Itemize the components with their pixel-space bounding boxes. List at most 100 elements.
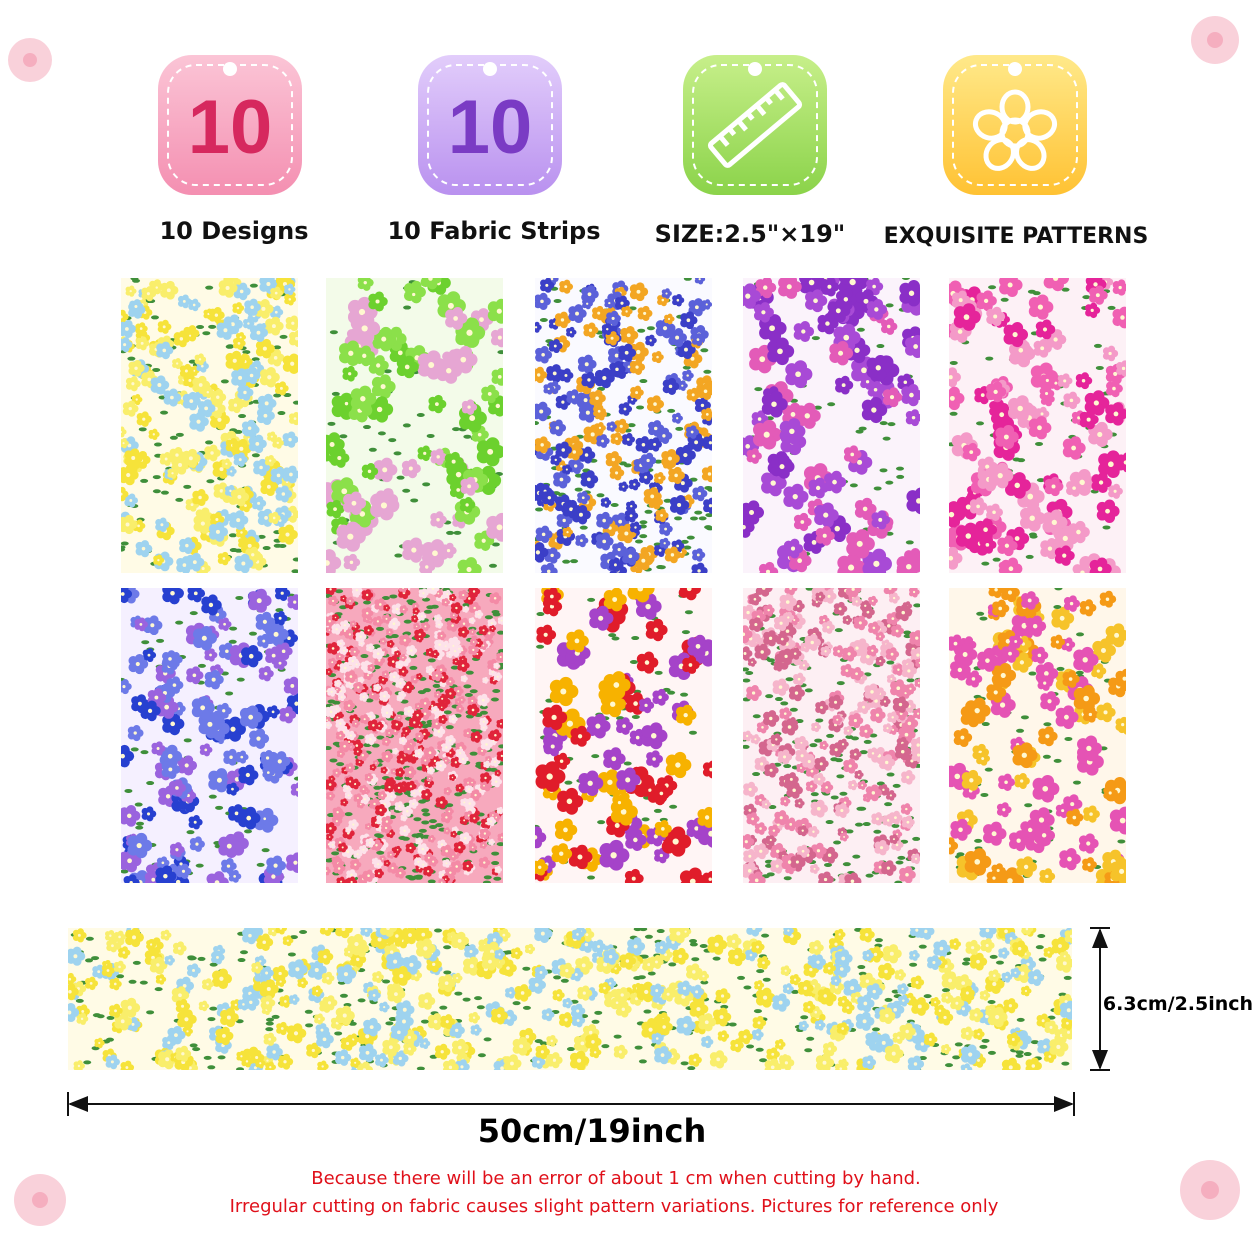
petal <box>224 490 231 496</box>
flower-center <box>745 444 751 449</box>
leaf <box>1027 289 1036 294</box>
petal <box>1010 348 1021 360</box>
flower-center <box>217 417 222 422</box>
flower-center <box>121 753 125 759</box>
leaf <box>130 747 139 752</box>
flower-center <box>290 361 295 366</box>
petal <box>949 377 958 388</box>
petal <box>548 345 556 352</box>
petal <box>873 381 882 390</box>
leaf <box>377 431 386 436</box>
petal <box>187 592 196 601</box>
petal <box>860 380 868 389</box>
leaf <box>553 299 562 304</box>
flower-center <box>580 539 583 542</box>
flower-center <box>786 284 792 290</box>
flower-center <box>546 569 551 573</box>
flower-center <box>676 417 679 420</box>
petal <box>639 476 646 484</box>
leaf <box>700 348 709 353</box>
petal <box>247 529 257 539</box>
petal <box>577 362 587 372</box>
petal <box>494 395 503 406</box>
petal <box>778 454 790 466</box>
badge-number: 10 <box>188 85 273 170</box>
petal <box>668 474 677 483</box>
petal <box>485 437 500 451</box>
petal <box>203 399 212 408</box>
petal <box>261 338 272 348</box>
petal <box>129 305 137 313</box>
petal <box>663 522 671 529</box>
petal <box>986 511 995 520</box>
petal <box>571 389 579 397</box>
petal <box>899 291 912 304</box>
petal <box>842 323 856 337</box>
flower-center <box>236 306 240 310</box>
petal <box>581 378 590 387</box>
petal <box>560 441 569 450</box>
flower-center <box>1014 536 1020 541</box>
leaf <box>292 400 298 405</box>
petal <box>375 396 389 409</box>
flower-center <box>189 334 192 337</box>
petal <box>1045 338 1056 348</box>
flower-center <box>838 350 844 356</box>
petal <box>949 330 961 341</box>
flower-center <box>121 492 123 496</box>
petal <box>1053 536 1066 549</box>
leaf <box>856 327 865 332</box>
flower-center <box>584 362 589 367</box>
flower-center <box>908 290 915 296</box>
petal <box>608 563 616 571</box>
petal <box>174 446 183 455</box>
petal <box>375 355 385 365</box>
petal <box>640 436 649 445</box>
leaf <box>694 510 703 515</box>
petal <box>274 286 281 293</box>
petal <box>287 283 294 289</box>
petal <box>326 507 336 517</box>
leaf <box>1093 343 1102 348</box>
flower-center <box>993 314 998 319</box>
flower-center <box>586 302 589 305</box>
petal <box>1075 379 1084 388</box>
petal <box>140 336 147 343</box>
petal <box>546 562 555 571</box>
flower-center <box>540 443 544 447</box>
flower-center <box>597 409 601 413</box>
flower-center <box>696 338 700 341</box>
flower-center <box>980 393 985 397</box>
leaf <box>229 626 238 631</box>
flower-center <box>575 311 579 316</box>
flower-center <box>152 433 155 436</box>
leaf <box>228 533 237 538</box>
leaf <box>639 534 648 539</box>
flower-center <box>808 279 815 286</box>
petal <box>962 303 976 317</box>
petal <box>849 278 862 282</box>
flower-center <box>606 327 609 331</box>
flower-center <box>137 524 140 528</box>
petal <box>271 316 280 326</box>
petal <box>632 478 639 485</box>
petal <box>791 483 804 496</box>
flower-center <box>675 335 680 340</box>
flower-center <box>644 475 648 479</box>
flower-center <box>878 517 883 522</box>
petal <box>674 481 683 491</box>
flower-center <box>142 417 146 421</box>
flower-center <box>234 777 240 782</box>
flower-center <box>541 353 545 357</box>
flower-center <box>630 505 633 508</box>
flower-center <box>862 506 868 512</box>
flower-center <box>1027 493 1034 500</box>
leaf <box>293 776 298 781</box>
petal <box>326 549 336 563</box>
flower-center <box>887 324 891 329</box>
petal <box>279 588 288 593</box>
petal <box>580 478 590 487</box>
petal <box>136 870 149 882</box>
petal <box>566 395 574 404</box>
petal <box>417 452 425 460</box>
